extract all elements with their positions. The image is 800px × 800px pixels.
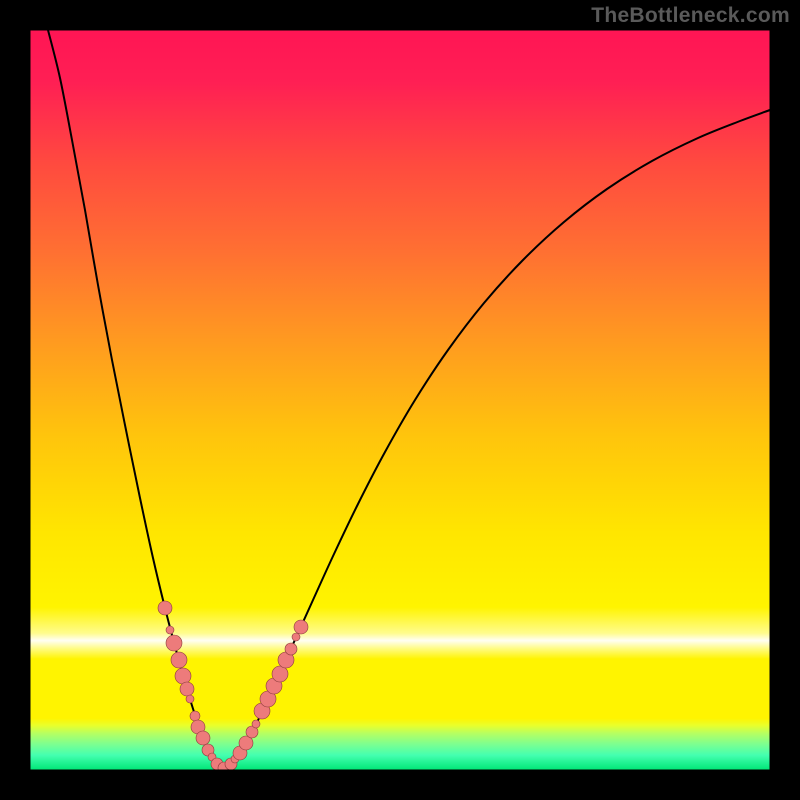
data-marker [190,711,200,721]
data-marker [186,695,194,703]
data-marker [171,652,187,668]
data-marker [292,633,300,641]
data-marker [294,620,308,634]
data-marker [166,626,174,634]
data-marker [196,731,210,745]
chart-canvas: TheBottleneck.com [0,0,800,800]
watermark-text: TheBottleneck.com [591,4,790,28]
data-marker [175,668,191,684]
data-marker [158,601,172,615]
data-marker [285,643,297,655]
bottleneck-curve-chart [0,0,800,800]
plot-background-gradient [30,30,770,770]
data-marker [272,666,288,682]
data-marker [166,635,182,651]
data-marker [252,720,260,728]
data-marker [180,682,194,696]
